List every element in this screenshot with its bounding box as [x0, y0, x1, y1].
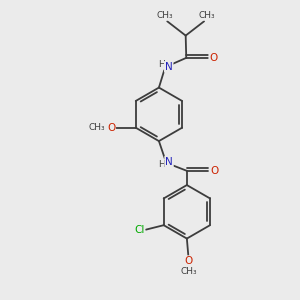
Text: N: N [165, 157, 173, 166]
Text: H: H [158, 160, 165, 169]
Text: CH₃: CH₃ [198, 11, 215, 20]
Text: H: H [158, 60, 165, 69]
Text: O: O [210, 166, 218, 176]
Text: O: O [184, 256, 193, 266]
Text: O: O [107, 123, 115, 133]
Text: O: O [209, 53, 218, 63]
Text: Cl: Cl [134, 225, 145, 235]
Text: N: N [165, 62, 172, 72]
Text: CH₃: CH₃ [89, 123, 105, 132]
Text: CH₃: CH₃ [180, 267, 197, 276]
Text: CH₃: CH₃ [157, 11, 173, 20]
